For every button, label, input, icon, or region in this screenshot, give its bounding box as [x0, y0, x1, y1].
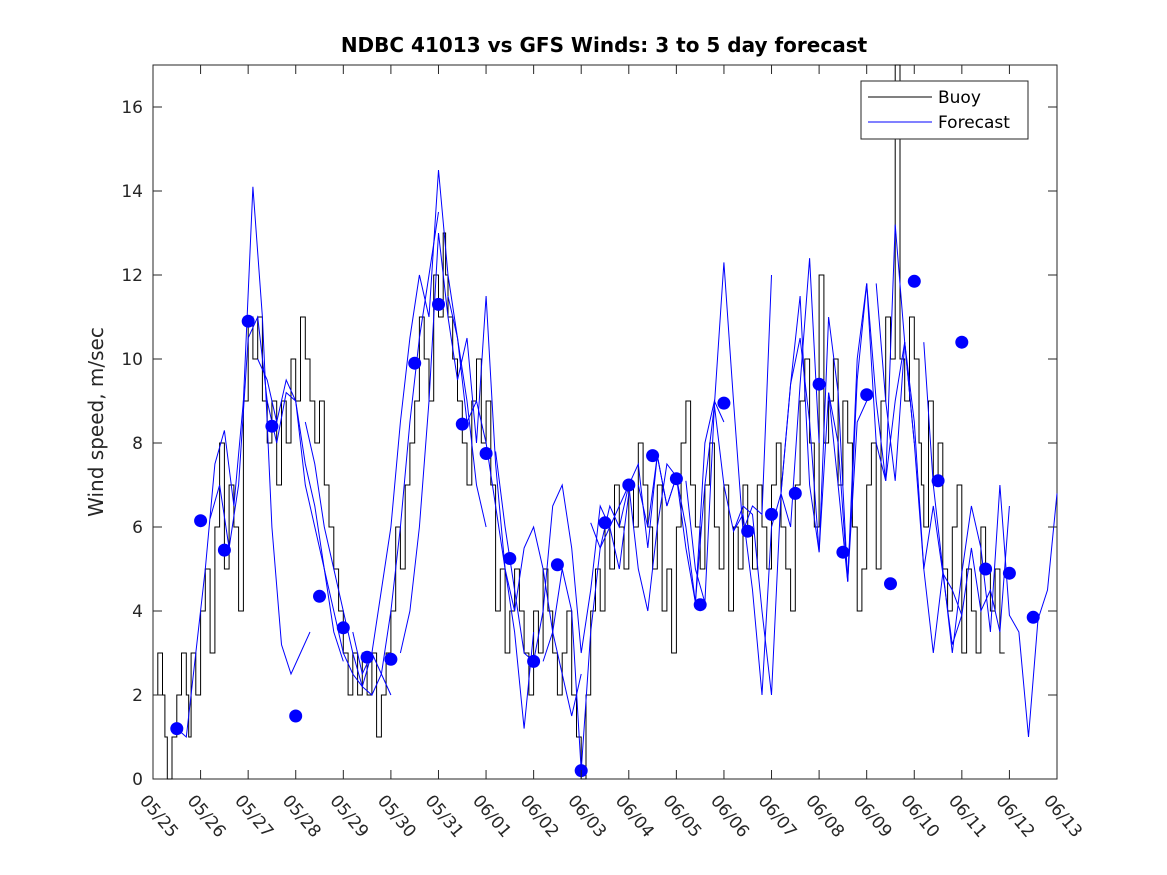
y-tick-label: 10 — [121, 350, 143, 370]
forecast-point — [979, 562, 993, 576]
chart-title: NDBC 41013 vs GFS Winds: 3 to 5 day fore… — [341, 33, 868, 57]
buoy-series — [153, 64, 1005, 780]
forecast-run-line-5 — [352, 169, 487, 676]
forecast-point — [836, 545, 850, 559]
forecast-point — [289, 709, 303, 723]
forecast-point — [170, 722, 184, 736]
forecast-point — [241, 314, 255, 328]
forecast-run-line-2 — [209, 315, 344, 662]
legend: Buoy Forecast — [860, 80, 1029, 140]
y-tick-label: 8 — [132, 434, 143, 454]
forecast-point — [336, 621, 350, 635]
forecast-point — [313, 589, 326, 603]
forecast-point — [693, 598, 707, 612]
forecast-run-line-11 — [637, 262, 772, 603]
forecast-point — [479, 447, 493, 460]
forecast-point — [907, 274, 921, 288]
forecast-point — [622, 478, 636, 492]
forecast-point — [1002, 566, 1016, 580]
y-tick-label: 0 — [132, 770, 143, 790]
forecast-run-line-1 — [176, 186, 311, 739]
forecast-point — [955, 335, 969, 349]
legend-box — [860, 80, 1029, 140]
forecast-run-line-15 — [828, 224, 963, 645]
forecast-point — [265, 419, 279, 433]
forecast-point — [527, 654, 541, 668]
forecast-point — [217, 543, 231, 557]
forecast-point — [741, 524, 755, 538]
forecast-point — [765, 507, 778, 521]
forecast-run-line-6 — [399, 232, 535, 729]
forecast-run-line-12 — [685, 258, 820, 696]
forecast-point — [669, 472, 683, 486]
forecast-point — [408, 356, 422, 370]
forecast-run-line-13 — [733, 295, 868, 696]
forecast-run-line-7 — [447, 295, 582, 717]
forecast-point — [931, 474, 945, 488]
y-tick-label: 16 — [121, 98, 143, 118]
forecast-point — [360, 650, 374, 664]
forecast-run-line-3 — [257, 358, 392, 696]
forecast-point — [455, 417, 469, 431]
forecast-point — [717, 396, 731, 410]
y-tick-label: 4 — [132, 602, 143, 622]
plot-area-frame — [152, 64, 1058, 780]
forecast-point — [550, 558, 564, 572]
forecast-point — [1026, 610, 1040, 624]
forecast-point — [884, 577, 897, 591]
forecast-point — [788, 486, 802, 500]
forecast-point — [860, 388, 874, 402]
forecast-point — [598, 516, 612, 530]
forecast-point — [194, 514, 208, 528]
forecast-point — [503, 552, 517, 565]
y-tick-label: 12 — [121, 266, 143, 286]
y-tick-label: 14 — [121, 182, 143, 202]
forecast-point — [384, 652, 398, 666]
buoy-line — [153, 64, 1005, 780]
forecast-point-series — [170, 274, 1040, 778]
y-tick-label: 6 — [132, 518, 143, 538]
forecast-point — [812, 377, 826, 391]
legend-forecast-label: Forecast — [938, 113, 1010, 133]
forecast-run-line-17 — [923, 342, 1058, 738]
legend-buoy-label: Buoy — [938, 88, 981, 108]
forecast-point — [646, 449, 660, 463]
y-tick-label: 2 — [132, 686, 143, 706]
forecast-point — [432, 297, 445, 311]
axes-frame — [152, 64, 1058, 780]
y-axis-label: Wind speed, m/sec — [84, 327, 108, 517]
